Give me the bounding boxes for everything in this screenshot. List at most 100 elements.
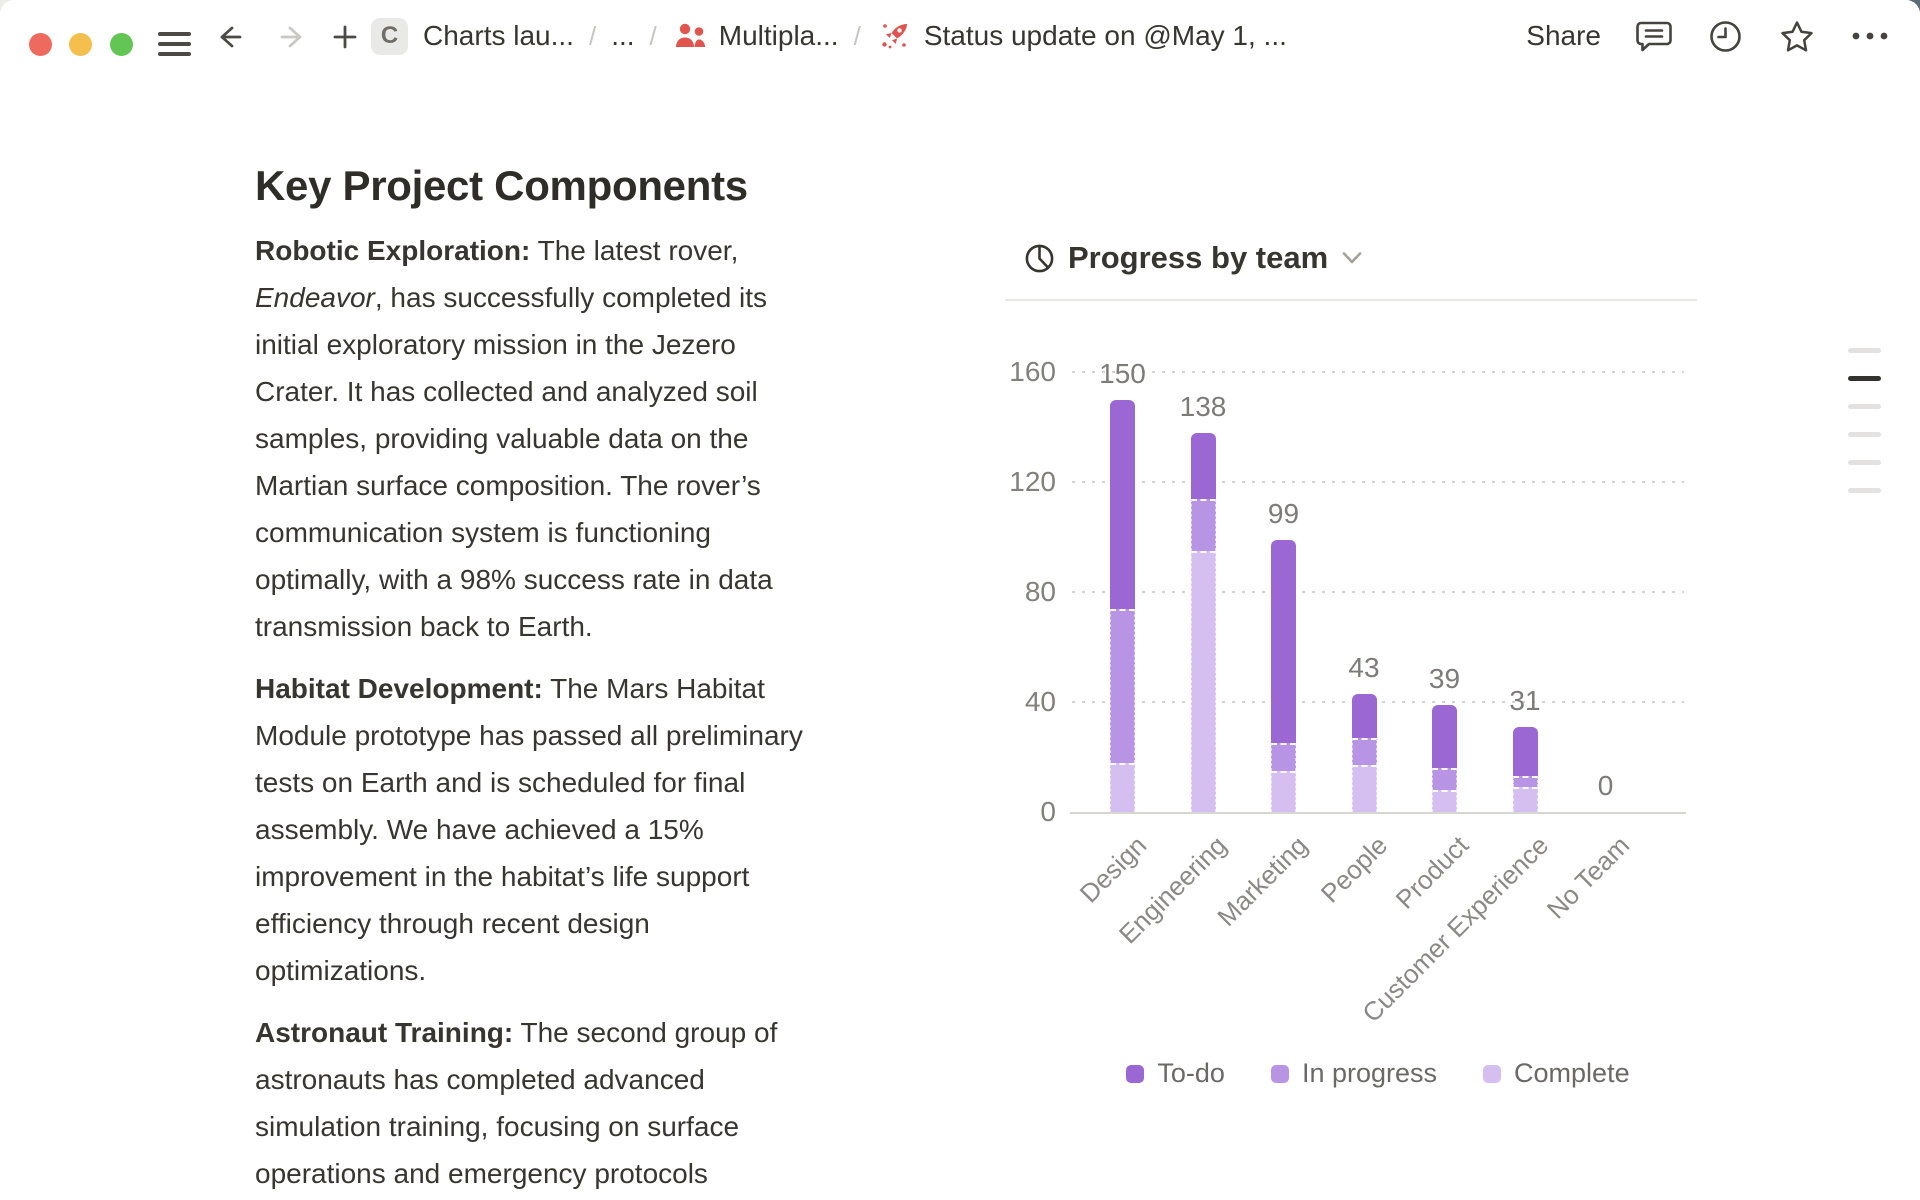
arrow-right-icon [280, 26, 302, 48]
bar-value-label: 0 [1597, 770, 1614, 801]
bar-segment-to-do[interactable] [1512, 726, 1538, 777]
bar-segment-to-do[interactable] [1190, 432, 1216, 499]
legend-label: In progress [1301, 1058, 1438, 1088]
outline-indicator-line[interactable] [1848, 488, 1881, 493]
comments-button[interactable] [1635, 18, 1673, 54]
breadcrumb: C Charts lau... / ... / Multipla... / [371, 0, 1287, 72]
bar-segment-complete[interactable] [1271, 770, 1296, 812]
chart-header-divider [1005, 299, 1697, 301]
chevron-down-icon[interactable] [1341, 251, 1363, 265]
bar-value-label: 43 [1348, 651, 1380, 683]
titlebar: C Charts lau... / ... / Multipla... / [0, 0, 1920, 72]
favorite-button[interactable] [1778, 18, 1816, 55]
bar-value-label: 39 [1428, 662, 1461, 694]
bar-segment-in-progress[interactable] [1190, 498, 1216, 551]
outline-indicator-line[interactable] [1848, 460, 1881, 465]
minimize-window-button[interactable] [69, 33, 92, 56]
comment-icon [1636, 21, 1672, 52]
bar-segment-in-progress[interactable] [1351, 737, 1377, 766]
legend-label: To-do [1157, 1058, 1225, 1088]
y-axis-tick-label: 120 [1009, 466, 1056, 497]
y-axis-tick-label: 0 [1040, 796, 1056, 827]
rocket-icon [882, 24, 907, 49]
plus-icon [333, 25, 357, 49]
people-icon [675, 23, 705, 47]
bar-segment-in-progress[interactable] [1271, 743, 1296, 771]
bar-engineering[interactable] [1190, 432, 1216, 812]
x-axis-category-label: No Team [1540, 830, 1635, 925]
legend-swatch [1126, 1064, 1145, 1083]
bar-value-label: 138 [1179, 390, 1227, 422]
bar-customer-experience[interactable] [1512, 726, 1538, 812]
breadcrumb-separator: / [588, 20, 597, 51]
legend-swatch [1483, 1064, 1502, 1083]
bar-segment-to-do[interactable] [1110, 399, 1135, 609]
legend-label: Complete [1514, 1058, 1630, 1088]
bar-marketing[interactable] [1271, 539, 1296, 812]
bar-segment-to-do[interactable] [1432, 704, 1457, 768]
chart-legend: To-do In progress Complete [1072, 1058, 1684, 1089]
bar-segment-to-do[interactable] [1351, 693, 1377, 738]
x-axis-category-label: People [1314, 830, 1394, 909]
breadcrumb-item-multiplayer[interactable]: Multipla... [672, 20, 839, 52]
bar-design[interactable] [1110, 399, 1135, 812]
back-button[interactable] [212, 20, 246, 54]
breadcrumb-item-charts[interactable]: Charts lau... [423, 20, 574, 51]
x-axis-category-label: Design [1073, 830, 1152, 909]
legend-swatch [1270, 1064, 1289, 1083]
y-axis-tick-label: 80 [1024, 576, 1056, 607]
gridline [1072, 371, 1684, 373]
new-page-button[interactable] [328, 20, 362, 54]
zoom-window-button[interactable] [110, 33, 133, 56]
y-axis-tick-label: 40 [1024, 686, 1056, 717]
outline-indicator-line[interactable] [1848, 348, 1881, 353]
share-button[interactable]: Share [1526, 20, 1601, 51]
legend-item-complete[interactable]: Complete [1483, 1058, 1630, 1089]
sidebar-toggle-icon[interactable] [158, 32, 191, 57]
arrow-left-icon [220, 26, 242, 48]
breadcrumb-separator: / [649, 20, 657, 51]
bar-segment-in-progress[interactable] [1512, 776, 1538, 788]
bar-value-label: 99 [1267, 497, 1300, 529]
chart-title[interactable]: Progress by team [1068, 240, 1329, 275]
close-window-button[interactable] [29, 33, 52, 56]
chart-header[interactable]: Progress by team [1024, 240, 1363, 276]
gridline [1072, 591, 1684, 593]
bar-value-label: 31 [1509, 684, 1541, 716]
paragraph[interactable]: Habitat Development: The Mars Habitat Mo… [255, 673, 803, 986]
more-options-button[interactable] [1850, 30, 1890, 42]
legend-item-to-do[interactable]: To-do [1126, 1058, 1225, 1089]
updates-button[interactable] [1707, 18, 1744, 55]
bar-segment-in-progress[interactable] [1110, 608, 1135, 763]
ellipsis-icon [1852, 32, 1888, 40]
bar-segment-complete[interactable] [1351, 765, 1377, 812]
bar-segment-to-do[interactable] [1271, 539, 1296, 744]
bar-segment-complete[interactable] [1190, 550, 1216, 812]
outline-indicator-line[interactable] [1848, 404, 1881, 409]
gridline [1072, 701, 1684, 703]
x-axis-line [1070, 812, 1686, 814]
breadcrumb-separator: / [853, 20, 861, 51]
clock-icon [1710, 20, 1741, 52]
breadcrumb-item-status-update[interactable]: Status update on @May 1, ... [876, 17, 1287, 55]
outline-indicator-line[interactable] [1848, 432, 1881, 437]
paragraph[interactable]: Astronaut Training: The second group of … [255, 1017, 778, 1189]
legend-item-in-progress[interactable]: In progress [1270, 1058, 1438, 1089]
bar-value-label: 150 [1099, 357, 1146, 389]
bar-segment-in-progress[interactable] [1432, 768, 1457, 790]
bar-people[interactable] [1351, 693, 1377, 812]
bar-segment-complete[interactable] [1432, 790, 1457, 812]
forward-button[interactable] [276, 20, 310, 54]
breadcrumb-item-collapsed[interactable]: ... [611, 20, 635, 51]
doc-paragraphs: Robotic Exploration: The latest rover, E… [255, 227, 965, 1200]
pie-chart-icon [1025, 244, 1054, 272]
paragraph[interactable]: Robotic Exploration: The latest rover, E… [255, 235, 773, 642]
workspace-badge[interactable]: C [371, 17, 408, 55]
page-title[interactable]: Key Project Components [255, 162, 748, 210]
bar-segment-complete[interactable] [1512, 787, 1538, 812]
bar-segment-complete[interactable] [1110, 762, 1135, 812]
outline-indicator-line[interactable] [1848, 376, 1881, 381]
titlebar-actions: Share [1526, 0, 1890, 72]
bar-product[interactable] [1432, 704, 1457, 812]
